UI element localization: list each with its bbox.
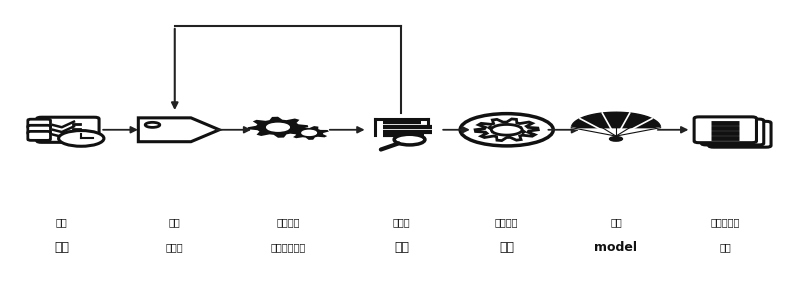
FancyBboxPatch shape [709, 121, 771, 147]
Circle shape [267, 123, 290, 131]
Circle shape [460, 114, 553, 146]
Text: タグ: タグ [169, 217, 181, 227]
Polygon shape [475, 119, 539, 141]
Text: 改善: 改善 [394, 241, 409, 254]
Circle shape [302, 130, 316, 135]
FancyBboxPatch shape [702, 119, 764, 145]
Text: モデルの: モデルの [277, 217, 300, 227]
Text: モデルの: モデルの [495, 217, 518, 227]
FancyBboxPatch shape [28, 131, 50, 140]
FancyBboxPatch shape [36, 117, 99, 142]
Text: トレーニング: トレーニング [271, 243, 306, 253]
Text: データ: データ [166, 243, 183, 253]
Text: 配置: 配置 [610, 217, 622, 227]
Text: ビュー: ビュー [393, 217, 410, 227]
Circle shape [145, 122, 160, 127]
Text: 定義: 定義 [54, 241, 69, 254]
FancyBboxPatch shape [694, 117, 757, 143]
Text: 分類: 分類 [719, 243, 732, 253]
Text: テキストの: テキストの [710, 217, 740, 227]
Circle shape [58, 131, 104, 146]
Polygon shape [139, 118, 219, 142]
Polygon shape [289, 126, 329, 140]
FancyBboxPatch shape [28, 119, 50, 128]
Text: 定義: 定義 [55, 217, 67, 227]
Text: 改善: 改善 [500, 241, 514, 254]
Circle shape [610, 137, 623, 141]
Polygon shape [572, 112, 660, 128]
FancyBboxPatch shape [28, 125, 50, 134]
Text: model: model [594, 241, 637, 254]
Polygon shape [247, 117, 308, 138]
Circle shape [394, 134, 425, 145]
